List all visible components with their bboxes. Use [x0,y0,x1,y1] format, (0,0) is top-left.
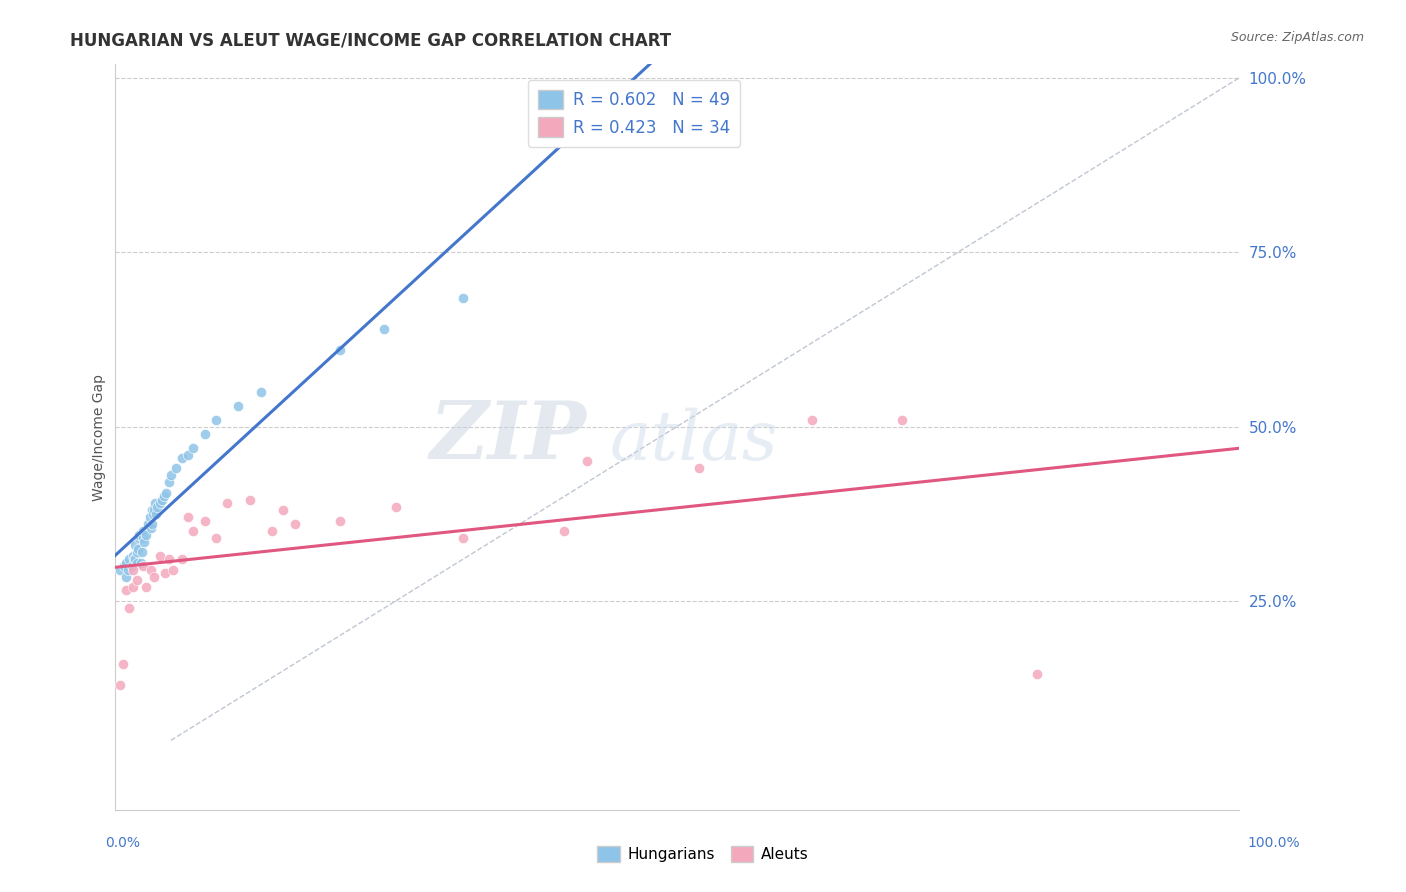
Point [128,527,150,541]
Point [110,563,132,577]
Point [132,531,155,545]
Point [132,534,155,549]
Point [283,517,305,532]
Point [118,552,141,566]
Point [121,549,143,563]
Point [239,492,262,507]
Point [143,569,166,583]
Point [121,559,143,574]
Text: Source: ZipAtlas.com: Source: ZipAtlas.com [1230,31,1364,45]
Point [115,569,138,583]
Point [138,510,160,524]
Point [127,573,149,587]
Point [150,492,173,507]
Text: 100.0%: 100.0% [1249,836,1301,850]
Point [1025,667,1047,681]
Point [135,527,157,541]
Point [121,580,143,594]
Point [890,412,912,426]
Point [688,461,710,475]
Point [451,291,474,305]
Point [271,503,294,517]
Point [132,559,155,574]
Point [142,507,165,521]
Text: HUNGARIAN VS ALEUT WAGE/INCOME GAP CORRELATION CHART: HUNGARIAN VS ALEUT WAGE/INCOME GAP CORRE… [70,31,672,49]
Point [155,566,177,580]
Point [553,524,575,539]
Point [177,448,200,462]
Point [373,322,395,336]
Point [451,531,474,545]
Point [129,556,152,570]
Point [157,475,180,490]
Point [172,552,194,566]
Point [132,524,155,539]
Point [121,563,143,577]
Point [127,556,149,570]
Point [124,538,146,552]
Point [115,556,138,570]
Point [141,503,163,517]
Point [183,524,205,539]
Point [149,496,172,510]
Point [800,412,823,426]
Point [117,563,139,577]
Point [162,563,184,577]
Point [250,384,273,399]
Point [110,677,132,691]
Point [153,489,176,503]
Point [172,450,194,465]
Point [118,601,141,615]
Point [384,500,406,514]
Point [145,507,167,521]
Point [205,412,228,426]
Point [166,461,188,475]
Point [135,580,157,594]
Point [143,503,166,517]
Point [141,517,163,532]
Point [217,496,239,510]
Text: ZIP: ZIP [430,399,586,475]
Point [228,399,250,413]
Point [124,552,146,566]
Point [131,545,153,559]
Y-axis label: Wage/Income Gap: Wage/Income Gap [93,374,107,500]
Legend: R = 0.602   N = 49, R = 0.423   N = 34: R = 0.602 N = 49, R = 0.423 N = 34 [527,80,740,146]
Point [205,531,228,545]
Point [328,343,350,357]
Point [157,552,180,566]
Point [139,563,162,577]
Point [127,541,149,556]
Point [160,468,183,483]
Point [115,583,138,598]
Text: atlas: atlas [609,408,778,475]
Point [194,426,217,441]
Point [575,454,598,468]
Point [177,510,200,524]
Point [155,486,177,500]
Point [143,496,166,510]
Point [328,514,350,528]
Point [260,524,283,539]
Text: 0.0%: 0.0% [105,836,141,850]
Point [146,500,169,514]
Legend: Hungarians, Aleuts: Hungarians, Aleuts [591,840,815,868]
Point [149,549,172,563]
Point [183,441,205,455]
Point [127,545,149,559]
Point [128,531,150,545]
Point [194,514,217,528]
Point [138,517,160,532]
Point [139,521,162,535]
Point [112,559,135,574]
Point [111,657,134,671]
Point [122,552,145,566]
